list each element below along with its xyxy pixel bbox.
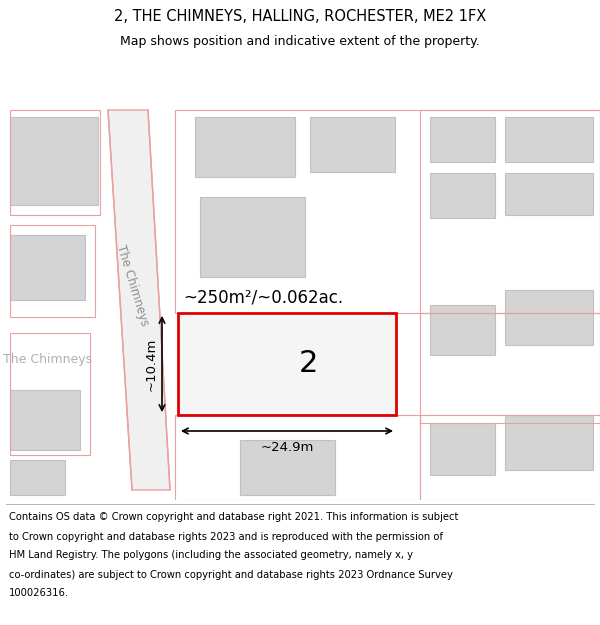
Bar	[10, 460, 65, 495]
Text: ~10.4m: ~10.4m	[145, 338, 158, 391]
Bar	[430, 423, 495, 475]
Text: to Crown copyright and database rights 2023 and is reproduced with the permissio: to Crown copyright and database rights 2…	[9, 531, 443, 541]
Bar	[430, 305, 495, 355]
Bar	[200, 197, 305, 277]
Bar	[240, 440, 335, 495]
Bar	[195, 117, 295, 177]
Bar	[10, 390, 80, 450]
Text: co-ordinates) are subject to Crown copyright and database rights 2023 Ordnance S: co-ordinates) are subject to Crown copyr…	[9, 569, 453, 579]
Text: Map shows position and indicative extent of the property.: Map shows position and indicative extent…	[120, 35, 480, 48]
Text: The Chimneys: The Chimneys	[4, 354, 92, 366]
Text: ~250m²/~0.062ac.: ~250m²/~0.062ac.	[183, 288, 343, 306]
Text: Contains OS data © Crown copyright and database right 2021. This information is : Contains OS data © Crown copyright and d…	[9, 512, 458, 522]
Text: 2: 2	[299, 349, 319, 379]
Text: ~24.9m: ~24.9m	[260, 441, 314, 454]
Bar	[310, 117, 395, 172]
Text: 2, THE CHIMNEYS, HALLING, ROCHESTER, ME2 1FX: 2, THE CHIMNEYS, HALLING, ROCHESTER, ME2…	[114, 9, 486, 24]
Polygon shape	[108, 110, 170, 490]
Text: 100026316.: 100026316.	[9, 589, 69, 599]
Bar	[198, 327, 300, 402]
Bar	[505, 117, 593, 162]
Bar	[505, 415, 593, 470]
Text: The Chimneys: The Chimneys	[115, 243, 152, 327]
Bar	[430, 173, 495, 218]
Bar	[178, 313, 396, 415]
Bar	[505, 290, 593, 345]
Bar	[10, 117, 98, 205]
Bar	[430, 117, 495, 162]
Bar	[505, 173, 593, 215]
Bar	[10, 235, 85, 300]
Text: HM Land Registry. The polygons (including the associated geometry, namely x, y: HM Land Registry. The polygons (includin…	[9, 551, 413, 561]
